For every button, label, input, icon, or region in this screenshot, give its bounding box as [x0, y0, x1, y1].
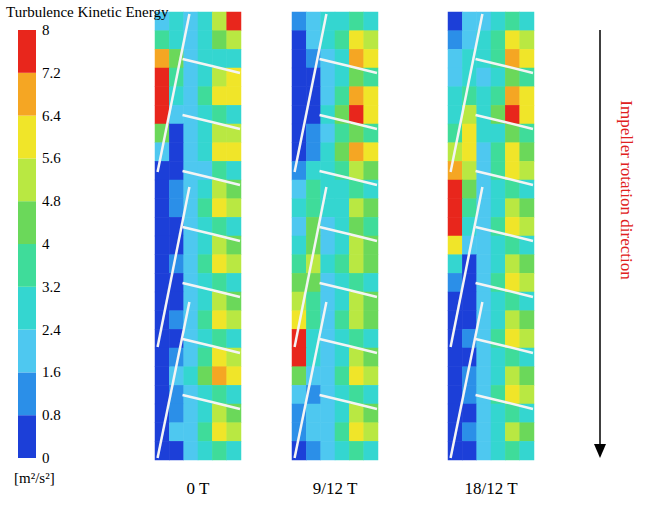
svg-text:7.2: 7.2	[42, 65, 61, 81]
svg-text:[m²/s²]: [m²/s²]	[14, 470, 55, 486]
svg-text:2.4: 2.4	[42, 322, 61, 338]
svg-text:18/12 T: 18/12 T	[464, 479, 518, 498]
svg-text:Turbulence Kinetic Energy: Turbulence Kinetic Energy	[6, 4, 169, 20]
svg-text:0 T: 0 T	[187, 479, 210, 498]
svg-text:5.6: 5.6	[42, 150, 61, 166]
svg-text:1.6: 1.6	[42, 364, 61, 380]
svg-text:6.4: 6.4	[42, 108, 61, 124]
svg-text:Impeller rotation direction: Impeller rotation direction	[617, 100, 636, 280]
svg-text:0.8: 0.8	[42, 407, 61, 423]
svg-text:0: 0	[42, 450, 50, 466]
svg-text:4.8: 4.8	[42, 193, 61, 209]
svg-text:4: 4	[42, 236, 50, 252]
svg-text:8: 8	[42, 22, 50, 38]
svg-text:9/12 T: 9/12 T	[313, 479, 358, 498]
svg-text:3.2: 3.2	[42, 279, 61, 295]
